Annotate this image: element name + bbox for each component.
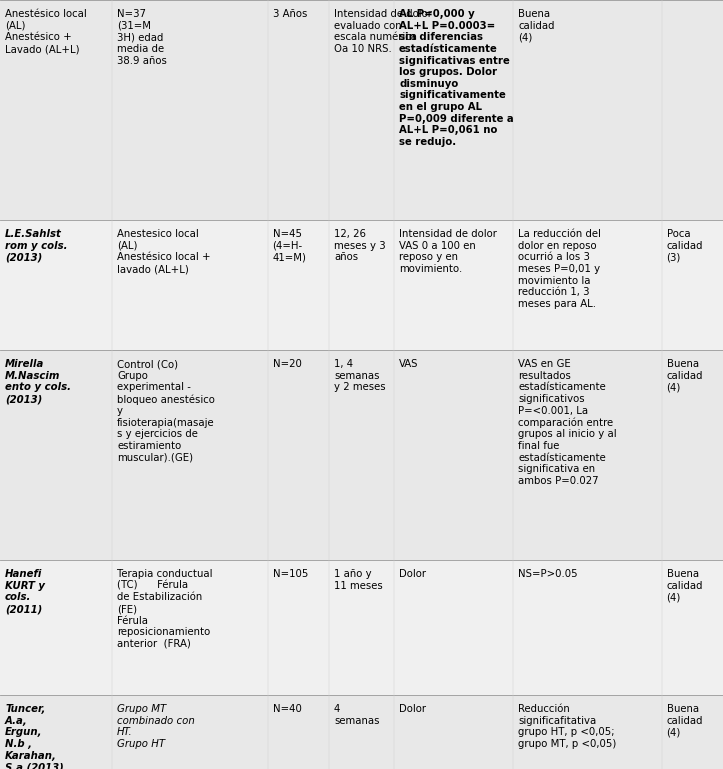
Text: Buena
calidad
(4): Buena calidad (4) [518,9,555,42]
Text: Mirella
M.Nascim
ento y cols.
(2013): Mirella M.Nascim ento y cols. (2013) [5,359,71,404]
Text: Reducción
significafitativa
grupo HT, p <0,05;
grupo MT, p <0,05): Reducción significafitativa grupo HT, p … [518,704,617,749]
Text: 4
semanas: 4 semanas [334,704,380,726]
Text: N=105: N=105 [273,569,308,579]
Text: Dolor: Dolor [399,569,426,579]
Text: Buena
calidad
(4): Buena calidad (4) [667,359,703,392]
Text: La reducción del
dolor en reposo
ocurrió a los 3
meses P=0,01 y
movimiento la
re: La reducción del dolor en reposo ocurrió… [518,229,602,309]
Bar [0,350,723,560]
Bar [0,220,723,350]
Text: Intensidad de dolor
evaluado con
escala numérica
Oa 10 NRS.: Intensidad de dolor evaluado con escala … [334,9,432,54]
Text: L.E.Sahlst
rom y cols.
(2013): L.E.Sahlst rom y cols. (2013) [5,229,67,262]
Text: Poca
calidad
(3): Poca calidad (3) [667,229,703,262]
Text: N=20: N=20 [273,359,301,369]
Bar [0,560,723,695]
Text: N=40: N=40 [273,704,301,714]
Text: Tuncer,
A.a,
Ergun,
N.b ,
Karahan,
S.a (2013): Tuncer, A.a, Ergun, N.b , Karahan, S.a (… [5,704,64,769]
Text: 1, 4
semanas
y 2 meses: 1, 4 semanas y 2 meses [334,359,385,392]
Text: 12, 26
meses y 3
años: 12, 26 meses y 3 años [334,229,385,262]
Text: Hanefi
KURT y
cols.
(2011): Hanefi KURT y cols. (2011) [5,569,45,614]
Bar [0,695,723,769]
Text: AL P=0,000 y
AL+L P=0.0003=
sin diferencias
estadísticamente
significativas entr: AL P=0,000 y AL+L P=0.0003= sin diferenc… [399,9,514,147]
Text: N=37
(31=M
3H) edad
media de
38.9 años: N=37 (31=M 3H) edad media de 38.9 años [117,9,167,65]
Text: VAS: VAS [399,359,419,369]
Text: VAS en GE
resultados
estadísticamente
significativos
P=<0.001, La
comparación en: VAS en GE resultados estadísticamente si… [518,359,617,486]
Text: Terapia conductual
(TC)      Férula
de Estabilización
(FE)
Férula
reposicionamie: Terapia conductual (TC) Férula de Estabi… [117,569,213,649]
Text: Buena
calidad
(4): Buena calidad (4) [667,569,703,602]
Text: Grupo MT
combinado con
HT.
Grupo HT: Grupo MT combinado con HT. Grupo HT [117,704,195,749]
Text: Dolor: Dolor [399,704,426,714]
Text: 3 Años: 3 Años [273,9,307,19]
Bar [0,0,723,220]
Text: Buena
calidad
(4): Buena calidad (4) [667,704,703,737]
Text: Intensidad de dolor
VAS 0 a 100 en
reposo y en
movimiento.: Intensidad de dolor VAS 0 a 100 en repos… [399,229,497,274]
Text: 1 año y
11 meses: 1 año y 11 meses [334,569,382,591]
Text: NS=P>0.05: NS=P>0.05 [518,569,578,579]
Text: Control (Co)
Grupo
experimental -
bloqueo anestésico
y
fisioterapia(masaje
s y e: Control (Co) Grupo experimental - bloque… [117,359,215,463]
Text: Anestésico local
(AL)
Anestésico +
Lavado (AL+L): Anestésico local (AL) Anestésico + Lavad… [5,9,87,54]
Text: N=45
(4=H-
41=M): N=45 (4=H- 41=M) [273,229,307,262]
Text: Anestesico local
(AL)
Anestésico local +
lavado (AL+L): Anestesico local (AL) Anestésico local +… [117,229,210,274]
